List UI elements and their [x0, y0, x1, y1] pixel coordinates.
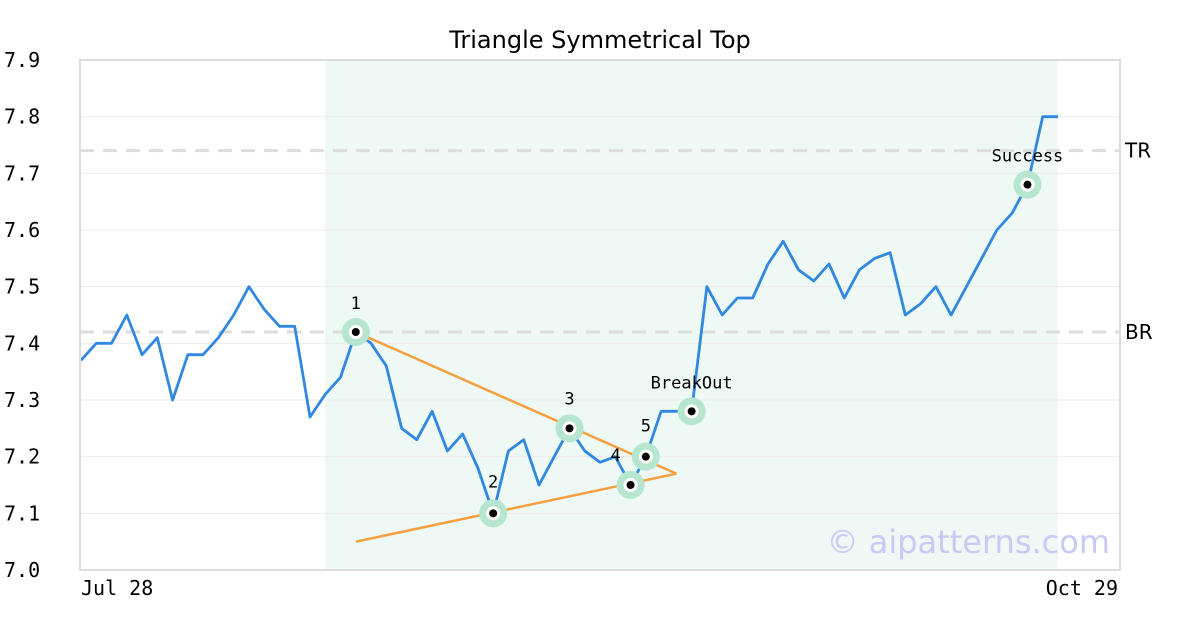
point-dot	[687, 407, 696, 416]
point-dot	[626, 481, 635, 489]
level-label-tr: TR	[1124, 139, 1151, 163]
plot-background	[325, 60, 1058, 570]
point-label: 2	[488, 472, 498, 492]
pattern-points: 1 2 3 4 5 BreakOut Success	[341, 147, 1064, 528]
point-label: 4	[610, 446, 620, 466]
point-dot	[565, 424, 574, 433]
y-tick-label: 7.7	[4, 161, 40, 185]
point-dot	[641, 452, 650, 461]
point-label: 5	[641, 417, 651, 437]
y-tick-label: 7.6	[4, 218, 40, 242]
y-tick-label: 7.4	[4, 331, 40, 355]
point-dot	[351, 328, 360, 336]
x-tick-label: Jul 28	[81, 576, 153, 600]
point-label: 1	[351, 294, 361, 314]
level-lines: TR BR	[80, 139, 1153, 344]
point-label: Success	[992, 147, 1064, 167]
y-tick-label: 7.8	[4, 105, 40, 129]
axes: 7.0 7.1 7.2 7.3 7.4 7.5 7.6 7.7 7.8 7.9 Jul 28 Oct …	[4, 48, 1121, 600]
point-dot	[1023, 180, 1032, 189]
plot-frame	[79, 59, 1121, 571]
y-tick-label: 7.9	[4, 48, 40, 72]
y-tick-label: 7.5	[4, 275, 40, 299]
y-tick-label: 7.2	[4, 445, 40, 469]
x-tick-label: Oct 29	[1046, 576, 1118, 600]
y-tick-label: 7.0	[4, 558, 40, 582]
point-label: BreakOut	[651, 373, 733, 393]
level-label-br: BR	[1125, 320, 1153, 344]
chart-title: Triangle Symmetrical Top	[448, 26, 751, 54]
pattern-highlight-band	[325, 60, 1058, 570]
y-tick-label: 7.3	[4, 388, 40, 412]
point-label: 3	[564, 389, 574, 409]
point-dot	[489, 509, 498, 518]
watermark: © aipatterns.com	[827, 523, 1110, 561]
y-tick-label: 7.1	[4, 501, 40, 525]
triangle-trendline	[355, 330, 677, 475]
gridlines	[80, 116, 1120, 514]
